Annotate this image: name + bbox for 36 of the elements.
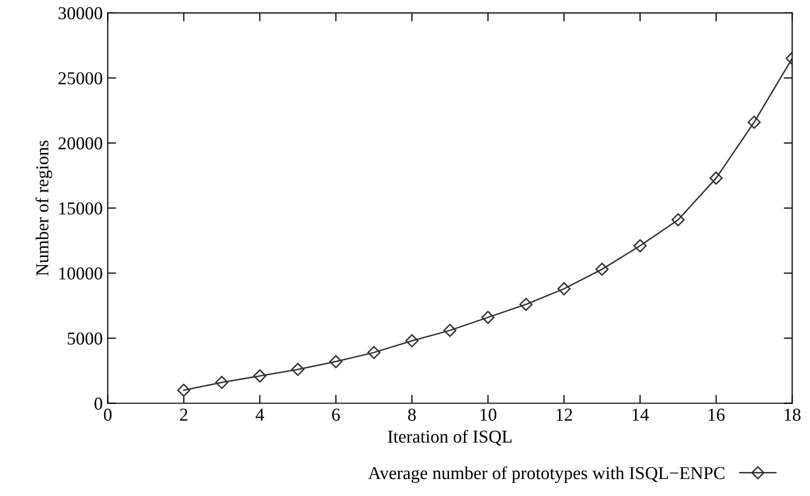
y-tick-label: 25000 xyxy=(58,72,102,84)
point xyxy=(291,362,304,376)
point xyxy=(595,262,609,276)
x-tick-label: 18 xyxy=(784,408,801,421)
x-tick-label: 6 xyxy=(332,408,340,421)
x-tick-label: 4 xyxy=(256,408,264,421)
point xyxy=(177,384,190,397)
x-tick-label: 14 xyxy=(632,408,649,421)
x-axis-title: Iteration of ISQL xyxy=(388,430,512,446)
point xyxy=(672,213,685,226)
y-axis-title: Number of regions xyxy=(36,140,52,276)
x-tick-label: 10 xyxy=(480,408,496,421)
point xyxy=(215,376,228,390)
point xyxy=(710,172,723,185)
y-tick-label: 5000 xyxy=(68,332,102,345)
legend-label: Average number of prototypes with ISQL−ENPC xyxy=(368,466,724,483)
point xyxy=(405,334,419,348)
y-tick-label: 10000 xyxy=(59,267,102,280)
y-tick-label: 0 xyxy=(94,398,102,410)
x-tick-label: 16 xyxy=(708,408,725,421)
x-tick-label: 8 xyxy=(408,408,416,421)
point xyxy=(633,239,647,252)
point xyxy=(367,346,380,360)
x-tick-label: 12 xyxy=(556,408,572,421)
y-tick-label: 30000 xyxy=(58,7,102,20)
y-tick-label: 20000 xyxy=(58,137,102,150)
point xyxy=(519,298,533,311)
y-tick-label: 15000 xyxy=(59,202,102,215)
x-tick-label: 2 xyxy=(180,408,188,421)
point xyxy=(748,116,761,129)
x-tick-label: 0 xyxy=(104,408,112,421)
point xyxy=(481,310,495,324)
point xyxy=(253,369,266,383)
point xyxy=(329,355,342,368)
point xyxy=(557,282,571,296)
point xyxy=(443,324,457,337)
